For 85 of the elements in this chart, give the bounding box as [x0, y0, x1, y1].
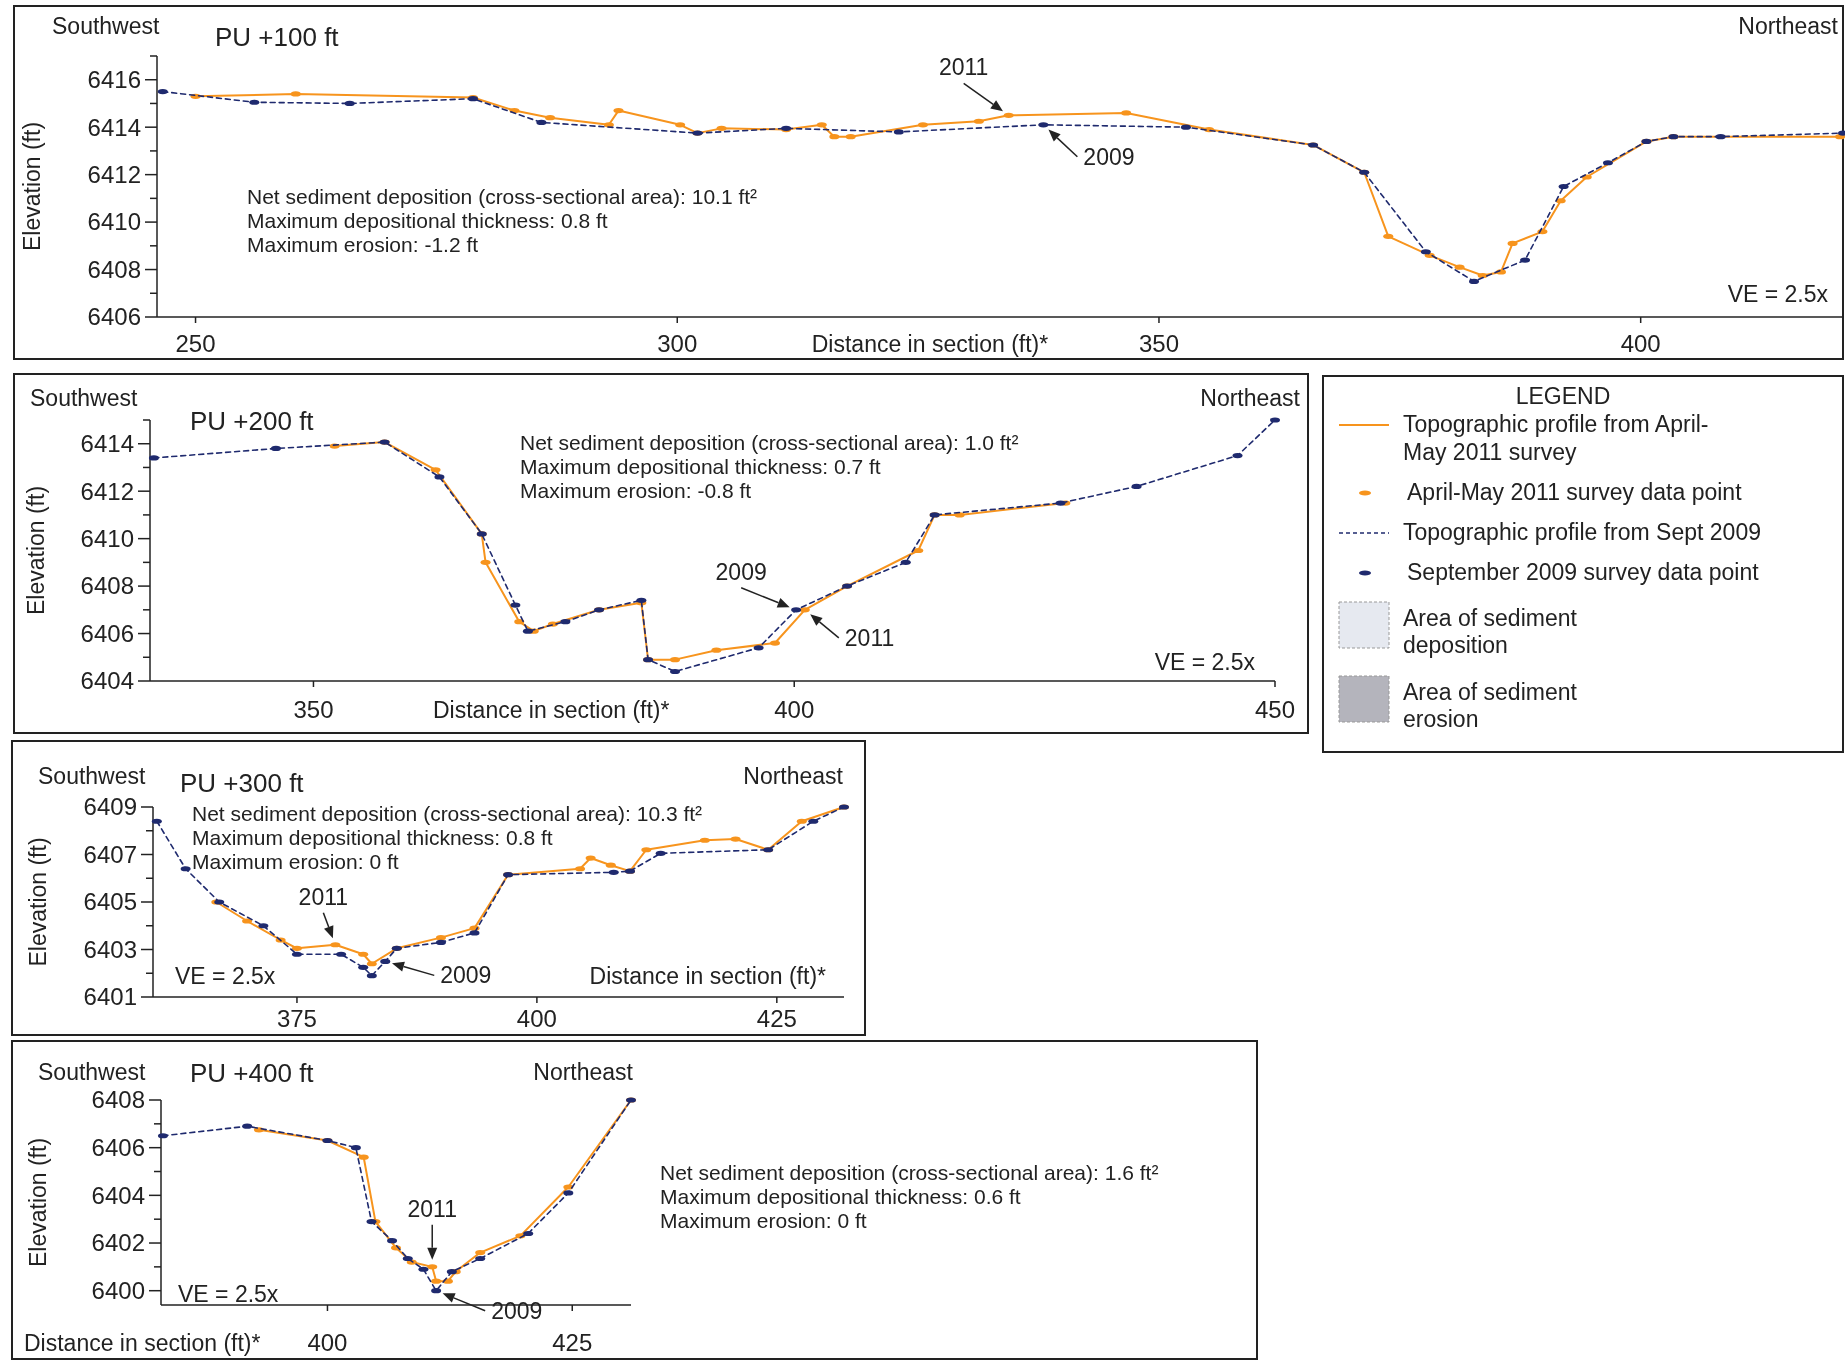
y-tick-label: 6416: [87, 66, 141, 94]
y-axis-title: Elevation (ft): [19, 121, 45, 252]
y-tick-label: 6409: [83, 793, 137, 821]
text: Northeast: [743, 763, 844, 789]
y-tick-label: 6402: [91, 1229, 145, 1257]
annotation: 2009: [440, 962, 492, 989]
x-tick-label: 250: [175, 330, 216, 357]
text: Southwest: [52, 13, 161, 39]
chart-title: PU +300 ft: [180, 768, 305, 798]
annotation: 2009: [715, 558, 767, 585]
x-tick-label: 300: [657, 330, 698, 357]
y-axis-title: Elevation (ft): [23, 485, 49, 616]
chart-title: PU +200 ft: [190, 406, 315, 436]
text: Northeast: [1200, 385, 1301, 411]
y-tick-label: 6400: [91, 1277, 145, 1305]
y-tick-label: 6408: [91, 1086, 145, 1114]
annotation: Maximum depositional thickness: 0.8 ft: [247, 209, 608, 232]
text: Maximum depositional thickness: 0.6 ft: [660, 1185, 1021, 1208]
chart-title: PU +100 ft: [215, 22, 340, 52]
x-axis-title: Distance in section (ft)*: [589, 963, 827, 989]
text: September 2009 survey data point: [1407, 559, 1760, 585]
y-tick-label: 6412: [80, 477, 134, 505]
annotation: Maximum erosion: -0.8 ft: [520, 479, 752, 502]
annotation: Maximum erosion: 0 ft: [192, 850, 399, 873]
y-tick-label: 6403: [83, 935, 137, 963]
x-tick-label: 450: [1254, 696, 1296, 723]
y-tick-label: 6408: [87, 255, 141, 283]
x-axis-title: Distance in section (ft)*: [811, 331, 1049, 357]
annotation: Net sediment deposition (cross-sectional area): 1.0 ft²: [520, 431, 1019, 454]
y-tick-label: 6404: [80, 667, 134, 695]
text: Net sediment deposition (cross-sectional area): 1.6 ft²: [660, 1161, 1159, 1184]
y-tick-label: 6414: [87, 113, 141, 141]
y-tick-label: 6404: [91, 1181, 145, 1209]
y-tick-label: 6406: [91, 1134, 145, 1162]
y-tick-label: 6407: [83, 840, 137, 868]
y-tick-label: 6412: [87, 161, 141, 189]
chart-title: PU +400 ft: [190, 1058, 315, 1088]
annotation: VE = 2.5x: [1154, 649, 1256, 675]
annotation: Maximum erosion: -1.2 ft: [247, 233, 479, 256]
y-tick-label: 6406: [80, 619, 134, 647]
x-tick-label: 425: [552, 1329, 593, 1356]
x-tick-label: 400: [516, 1005, 557, 1032]
text: Southwest: [30, 385, 139, 411]
y-tick-label: 6410: [80, 525, 134, 553]
annotation: VE = 2.5x: [175, 963, 276, 989]
text: April-May 2011 survey data point: [1407, 479, 1743, 505]
x-axis-title: Distance in section (ft)*: [433, 697, 670, 723]
text: Area of sediment deposition: [1403, 605, 1578, 658]
annotation: Maximum depositional thickness: 0.7 ft: [520, 455, 881, 478]
y-tick-label: 6414: [80, 430, 134, 458]
legend-label: Topographic profile from April-May 2011 survey: [1403, 411, 1709, 465]
y-axis-title: Elevation (ft): [25, 1137, 51, 1268]
text: Northeast: [533, 1059, 634, 1085]
annotation: 2011: [298, 883, 349, 910]
annotation: 2011: [407, 1195, 457, 1222]
annotation: 2009: [1083, 143, 1135, 170]
annotation: VE = 2.5x: [178, 1281, 279, 1307]
annotation: 2011: [844, 624, 895, 651]
text: Southwest: [38, 1059, 147, 1085]
x-tick-label: 350: [1138, 330, 1179, 357]
annotation: 2009: [491, 1297, 543, 1324]
text: Maximum erosion: 0 ft: [660, 1209, 867, 1232]
text: Southwest: [38, 763, 147, 789]
y-tick-label: 6410: [87, 208, 141, 236]
y-tick-label: 6401: [83, 983, 137, 1011]
x-tick-label: 400: [774, 696, 815, 723]
annotation: Net sediment deposition (cross-sectional area): 10.3 ft²: [192, 802, 703, 825]
x-tick-label: 400: [307, 1329, 348, 1356]
legend-label: Topographic profile from Sept 2009: [1403, 519, 1761, 545]
y-tick-label: 6406: [87, 303, 141, 331]
annotation: Net sediment deposition (cross-sectional area): 10.1 ft²: [247, 185, 758, 208]
annotation: VE = 2.5x: [1727, 281, 1829, 307]
annotation: 2011: [938, 54, 989, 81]
y-tick-label: 6405: [83, 888, 137, 916]
legend-title: LEGEND: [1515, 383, 1611, 409]
x-tick-label: 425: [756, 1005, 797, 1032]
text: Northeast: [1738, 13, 1839, 39]
x-axis-title: Distance in section (ft)*: [24, 1330, 261, 1356]
x-tick-label: 400: [1620, 330, 1661, 357]
y-tick-label: 6408: [80, 572, 134, 600]
y-axis-title: Elevation (ft): [25, 837, 51, 967]
annotation: Maximum depositional thickness: 0.8 ft: [192, 826, 553, 849]
x-tick-label: 350: [293, 696, 334, 723]
text: Area of sediment erosion: [1403, 679, 1578, 732]
x-tick-label: 375: [276, 1005, 317, 1032]
